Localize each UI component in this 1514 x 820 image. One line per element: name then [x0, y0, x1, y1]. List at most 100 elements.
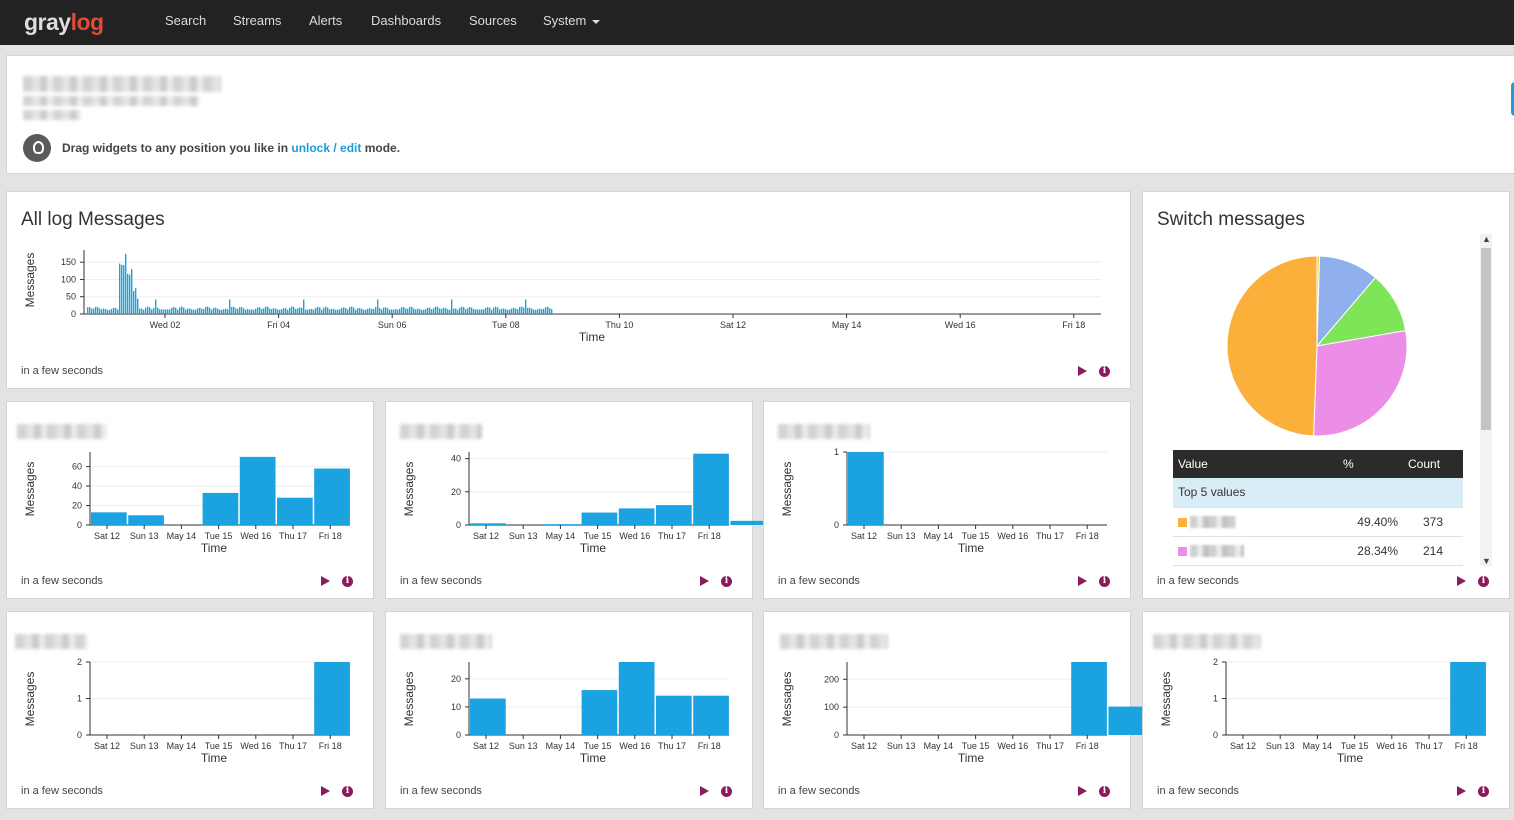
nav-alerts[interactable]: Alerts	[309, 13, 343, 28]
bar	[345, 308, 347, 314]
info-icon[interactable]: i	[1478, 576, 1489, 587]
bar	[351, 306, 353, 314]
scroll-thumb[interactable]	[1481, 248, 1491, 430]
bar	[95, 306, 97, 314]
bar	[483, 309, 485, 314]
nav-streams[interactable]: Streams	[233, 13, 282, 28]
nav-search[interactable]: Search	[165, 13, 207, 28]
info-icon[interactable]: i	[342, 576, 353, 587]
bar	[195, 309, 197, 314]
bar	[809, 313, 811, 314]
side-tab[interactable]	[1511, 82, 1514, 116]
bar	[1049, 313, 1051, 314]
bar	[207, 306, 209, 314]
bar	[633, 313, 635, 314]
bar	[781, 313, 783, 314]
bar	[625, 313, 627, 314]
x-tick-label: Sun 13	[509, 531, 538, 541]
bar	[259, 307, 261, 314]
bar	[969, 313, 971, 314]
bar	[141, 308, 143, 314]
replay-search-icon[interactable]	[321, 786, 330, 796]
y-tick-label: 1	[77, 694, 82, 704]
bar	[157, 307, 159, 314]
bar	[191, 309, 193, 314]
bar	[121, 264, 123, 314]
nav-system[interactable]: System	[543, 13, 601, 28]
bar	[657, 313, 659, 314]
replay-search-icon[interactable]	[1457, 786, 1466, 796]
info-icon[interactable]: i	[1099, 366, 1110, 377]
replay-search-icon[interactable]	[1457, 576, 1466, 586]
bar	[341, 308, 343, 314]
bar	[1053, 313, 1055, 314]
bar	[153, 307, 155, 314]
bar	[761, 313, 763, 314]
bar	[495, 306, 497, 314]
x-tick-label: Tue 15	[962, 741, 990, 751]
bar	[453, 308, 455, 314]
info-icon[interactable]: i	[721, 576, 732, 587]
bar	[487, 307, 489, 314]
replay-search-icon[interactable]	[321, 576, 330, 586]
bar	[693, 695, 729, 735]
bar	[593, 313, 595, 314]
bar	[656, 505, 692, 525]
scroll-down-icon[interactable]: ▼	[1482, 556, 1491, 566]
bar	[239, 307, 241, 314]
bar	[271, 309, 273, 314]
y-axis-title: Messages	[402, 672, 416, 727]
bar	[881, 313, 883, 314]
info-icon[interactable]: i	[1478, 786, 1489, 797]
drag-hint: Drag widgets to any position you like in…	[62, 141, 401, 155]
bar	[865, 313, 867, 314]
bar	[941, 313, 943, 314]
bar	[629, 313, 631, 314]
bar	[1093, 313, 1095, 314]
x-tick-label: Fri 18	[1455, 741, 1478, 751]
widget-title-redacted	[400, 634, 492, 649]
replay-search-icon[interactable]	[1078, 576, 1087, 586]
unlock-edit-link[interactable]: unlock / edit	[291, 141, 362, 155]
bar	[1450, 662, 1486, 735]
replay-search-icon[interactable]	[1078, 366, 1087, 376]
info-icon[interactable]: i	[1099, 786, 1110, 797]
scroll-up-icon[interactable]: ▲	[1482, 234, 1491, 244]
bar	[921, 313, 923, 314]
bar	[813, 313, 815, 314]
replay-search-icon[interactable]	[700, 576, 709, 586]
info-icon[interactable]: i	[1099, 576, 1110, 587]
widget-updated-text: in a few seconds	[778, 575, 860, 587]
bar	[129, 274, 131, 314]
bar	[833, 313, 835, 314]
bar	[725, 313, 727, 314]
bar	[531, 308, 533, 314]
bar	[117, 309, 119, 314]
info-icon[interactable]: i	[721, 786, 732, 797]
bar	[205, 306, 207, 314]
widget-all-log-messages: All log Messages 0 50 100 150 Wed 02 Fri 04 Su…	[6, 191, 1131, 389]
bar	[133, 290, 135, 314]
bar	[319, 307, 321, 314]
bar	[143, 309, 145, 314]
bar	[123, 265, 125, 314]
replay-search-icon[interactable]	[1078, 786, 1087, 796]
bar	[145, 307, 147, 314]
color-swatch	[1178, 517, 1187, 527]
widget-scrollbar[interactable]: ▲ ▼	[1480, 234, 1492, 566]
x-tick-label: Sun 13	[509, 741, 538, 751]
graylog-logo[interactable]: graylog	[24, 9, 104, 35]
bar	[481, 309, 483, 314]
info-icon[interactable]: i	[342, 786, 353, 797]
widget-updated-text: in a few seconds	[21, 365, 103, 377]
bar	[337, 309, 339, 314]
bar	[327, 307, 329, 314]
nav-dashboards[interactable]: Dashboards	[371, 13, 442, 28]
bar	[829, 313, 831, 314]
nav-sources[interactable]: Sources	[469, 13, 517, 28]
bar	[221, 309, 223, 314]
bar	[465, 309, 467, 314]
replay-search-icon[interactable]	[700, 786, 709, 796]
bar	[853, 313, 855, 314]
bar	[511, 308, 513, 314]
